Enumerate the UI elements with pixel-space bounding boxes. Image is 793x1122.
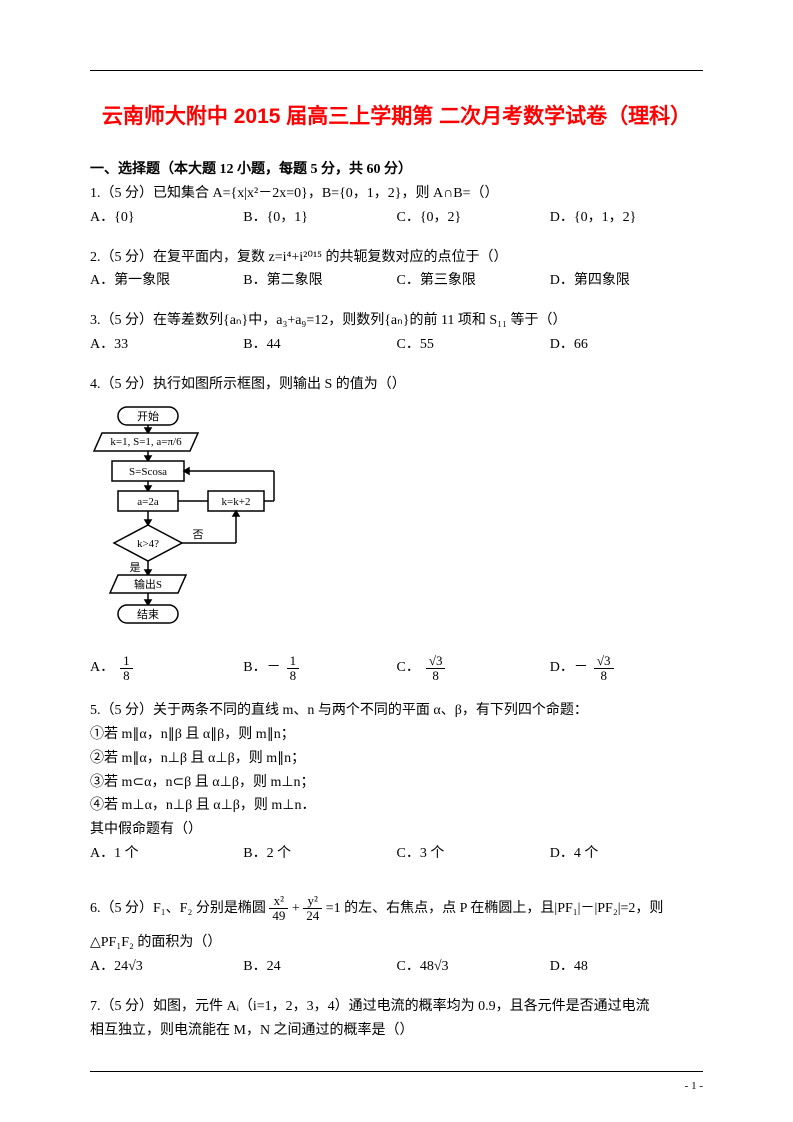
q4-options: A． 1 8 B．－ 1 8 C． √3 8 D．－ √3 8 (90, 654, 703, 684)
q4-b-num: 1 (287, 654, 300, 669)
top-rule (90, 70, 703, 71)
q4-c-den: 8 (426, 669, 446, 683)
q4-b-den: 8 (287, 669, 300, 683)
q4-b-frac: 1 8 (287, 654, 300, 684)
q4-d-den: 8 (594, 669, 614, 683)
question-6: 6.（5 分）F₁、F₂ 分别是椭圆 x² 49 + y² 24 =1 的左、右… (90, 894, 703, 979)
page-number: - 1 - (685, 1080, 703, 1092)
question-1: 1.（5 分）已知集合 A={x|x²－2x=0}，B={0，1，2}，则 A∩… (90, 182, 703, 230)
page-title: 云南师大附中 2015 届高三上学期第 二次月考数学试卷（理科） (90, 100, 703, 130)
q7-text: 7.（5 分）如图，元件 Aᵢ（i=1，2，3，4）通过电流的概率均为 0.9，… (90, 995, 703, 1019)
q6-x-den: 49 (269, 909, 288, 923)
flowchart-diagram: 开始 k=1, S=1, a=π/6 S=Scosa a=2a k (90, 403, 703, 648)
q3-opt-d: D．66 (550, 333, 703, 357)
q1-opt-d: D．{0，1，2} (550, 206, 703, 230)
q6-x-num: x² (269, 894, 288, 909)
q6-y-num: y² (303, 894, 322, 909)
q6-frac-y: y² 24 (303, 894, 322, 924)
bottom-rule (90, 1071, 703, 1072)
q3-opt-b: B．44 (243, 333, 396, 357)
fc-no: 否 (193, 529, 204, 541)
q6-y-den: 24 (303, 909, 322, 923)
fc-start: 开始 (137, 409, 159, 423)
q6-line2: △PF₁F₂ 的面积为（） (90, 931, 703, 955)
fc-init: k=1, S=1, a=π/6 (110, 436, 182, 448)
q1-opt-c: C．{0，2} (397, 206, 550, 230)
q4-d-frac: √3 8 (594, 654, 614, 684)
q6-opt-d: D．48 (550, 955, 703, 979)
q5-l5: 其中假命题有（） (90, 818, 703, 842)
q4-opt-b: B．－ 1 8 (243, 654, 396, 684)
q4-a-den: 8 (120, 669, 133, 683)
q1-text: 1.（5 分）已知集合 A={x|x²－2x=0}，B={0，1，2}，则 A∩… (90, 182, 703, 206)
question-5: 5.（5 分）关于两条不同的直线 m、n 与两个不同的平面 α、β，有下列四个命… (90, 699, 703, 866)
q5-opt-b: B．2 个 (243, 842, 396, 866)
question-2: 2.（5 分）在复平面内，复数 z=i⁴+i²⁰¹⁵ 的共轭复数对应的点位于（）… (90, 246, 703, 294)
q7-line2: 相互独立，则电流能在 M，N 之间通过的概率是（） (90, 1019, 703, 1043)
q5-l4: ④若 m⊥α，n⊥β 且 α⊥β，则 m⊥n． (90, 794, 703, 818)
q4-a-frac: 1 8 (120, 654, 133, 684)
fc-out: 输出S (134, 577, 162, 591)
fc-yes: 是 (130, 561, 141, 574)
section-header: 一、选择题（本大题 12 小题，每题 5 分，共 60 分） (90, 158, 703, 178)
q4-c-frac: √3 8 (426, 654, 446, 684)
q3-text: 3.（5 分）在等差数列{aₙ}中，a₃+a₉=12，则数列{aₙ}的前 11 … (90, 309, 703, 333)
question-3: 3.（5 分）在等差数列{aₙ}中，a₃+a₉=12，则数列{aₙ}的前 11 … (90, 309, 703, 357)
fc-step2: a=2a (137, 496, 159, 508)
q5-l1: ①若 m∥α，n∥β 且 α∥β，则 m∥n； (90, 723, 703, 747)
q1-opt-a: A．{0} (90, 206, 243, 230)
q4-a-num: 1 (120, 654, 133, 669)
q3-options: A．33 B．44 C．55 D．66 (90, 333, 703, 357)
q6-opt-c: C．48√3 (397, 955, 550, 979)
q6-opt-b: B．24 (243, 955, 396, 979)
q6-opt-a: A．24√3 (90, 955, 243, 979)
q1-options: A．{0} B．{0，1} C．{0，2} D．{0，1，2} (90, 206, 703, 230)
question-4: 4.（5 分）执行如图所示框图，则输出 S 的值为（） 开始 k=1, S=1,… (90, 373, 703, 683)
question-7: 7.（5 分）如图，元件 Aᵢ（i=1，2，3，4）通过电流的概率均为 0.9，… (90, 995, 703, 1043)
q3-opt-a: A．33 (90, 333, 243, 357)
q2-options: A．第一象限 B．第二象限 C．第三象限 D．第四象限 (90, 269, 703, 293)
q2-text: 2.（5 分）在复平面内，复数 z=i⁴+i²⁰¹⁵ 的共轭复数对应的点位于（） (90, 246, 703, 270)
q6-frac-x: x² 49 (269, 894, 288, 924)
q4-opt-d: D．－ √3 8 (550, 654, 703, 684)
q1-opt-b: B．{0，1} (243, 206, 396, 230)
q5-l2: ②若 m∥α，n⊥β 且 α⊥β，则 m∥n； (90, 747, 703, 771)
fc-end: 结束 (137, 608, 159, 621)
q5-opt-d: D．4 个 (550, 842, 703, 866)
q4-b-label: B．－ (243, 656, 280, 680)
q5-opt-a: A．1 个 (90, 842, 243, 866)
q4-opt-a: A． 1 8 (90, 654, 243, 684)
q4-a-label: A． (90, 656, 114, 680)
q6-pre: 6.（5 分）F₁、F₂ 分别是椭圆 (90, 901, 266, 916)
fc-cond: k>4? (137, 538, 159, 550)
q6-line1: 6.（5 分）F₁、F₂ 分别是椭圆 x² 49 + y² 24 =1 的左、右… (90, 894, 703, 924)
q4-c-num: √3 (426, 654, 446, 669)
q5-options: A．1 个 B．2 个 C．3 个 D．4 个 (90, 842, 703, 866)
q4-d-label: D．－ (550, 656, 588, 680)
q2-opt-b: B．第二象限 (243, 269, 396, 293)
q3-opt-c: C．55 (397, 333, 550, 357)
q5-opt-c: C．3 个 (397, 842, 550, 866)
q6-options: A．24√3 B．24 C．48√3 D．48 (90, 955, 703, 979)
fc-step1: S=Scosa (129, 466, 167, 478)
fc-inc: k=k+2 (222, 496, 251, 508)
q4-text: 4.（5 分）执行如图所示框图，则输出 S 的值为（） (90, 373, 703, 397)
q4-d-num: √3 (594, 654, 614, 669)
q6-plus: + (292, 901, 300, 916)
q4-opt-c: C． √3 8 (397, 654, 550, 684)
q5-text: 5.（5 分）关于两条不同的直线 m、n 与两个不同的平面 α、β，有下列四个命… (90, 699, 703, 723)
q5-l3: ③若 m⊂α，n⊂β 且 α⊥β，则 m⊥n； (90, 771, 703, 795)
q2-opt-c: C．第三象限 (397, 269, 550, 293)
q2-opt-d: D．第四象限 (550, 269, 703, 293)
q4-c-label: C． (397, 656, 420, 680)
q6-post: =1 的左、右焦点，点 P 在椭圆上，且|PF₁|－|PF₂|=2，则 (326, 901, 664, 916)
q2-opt-a: A．第一象限 (90, 269, 243, 293)
